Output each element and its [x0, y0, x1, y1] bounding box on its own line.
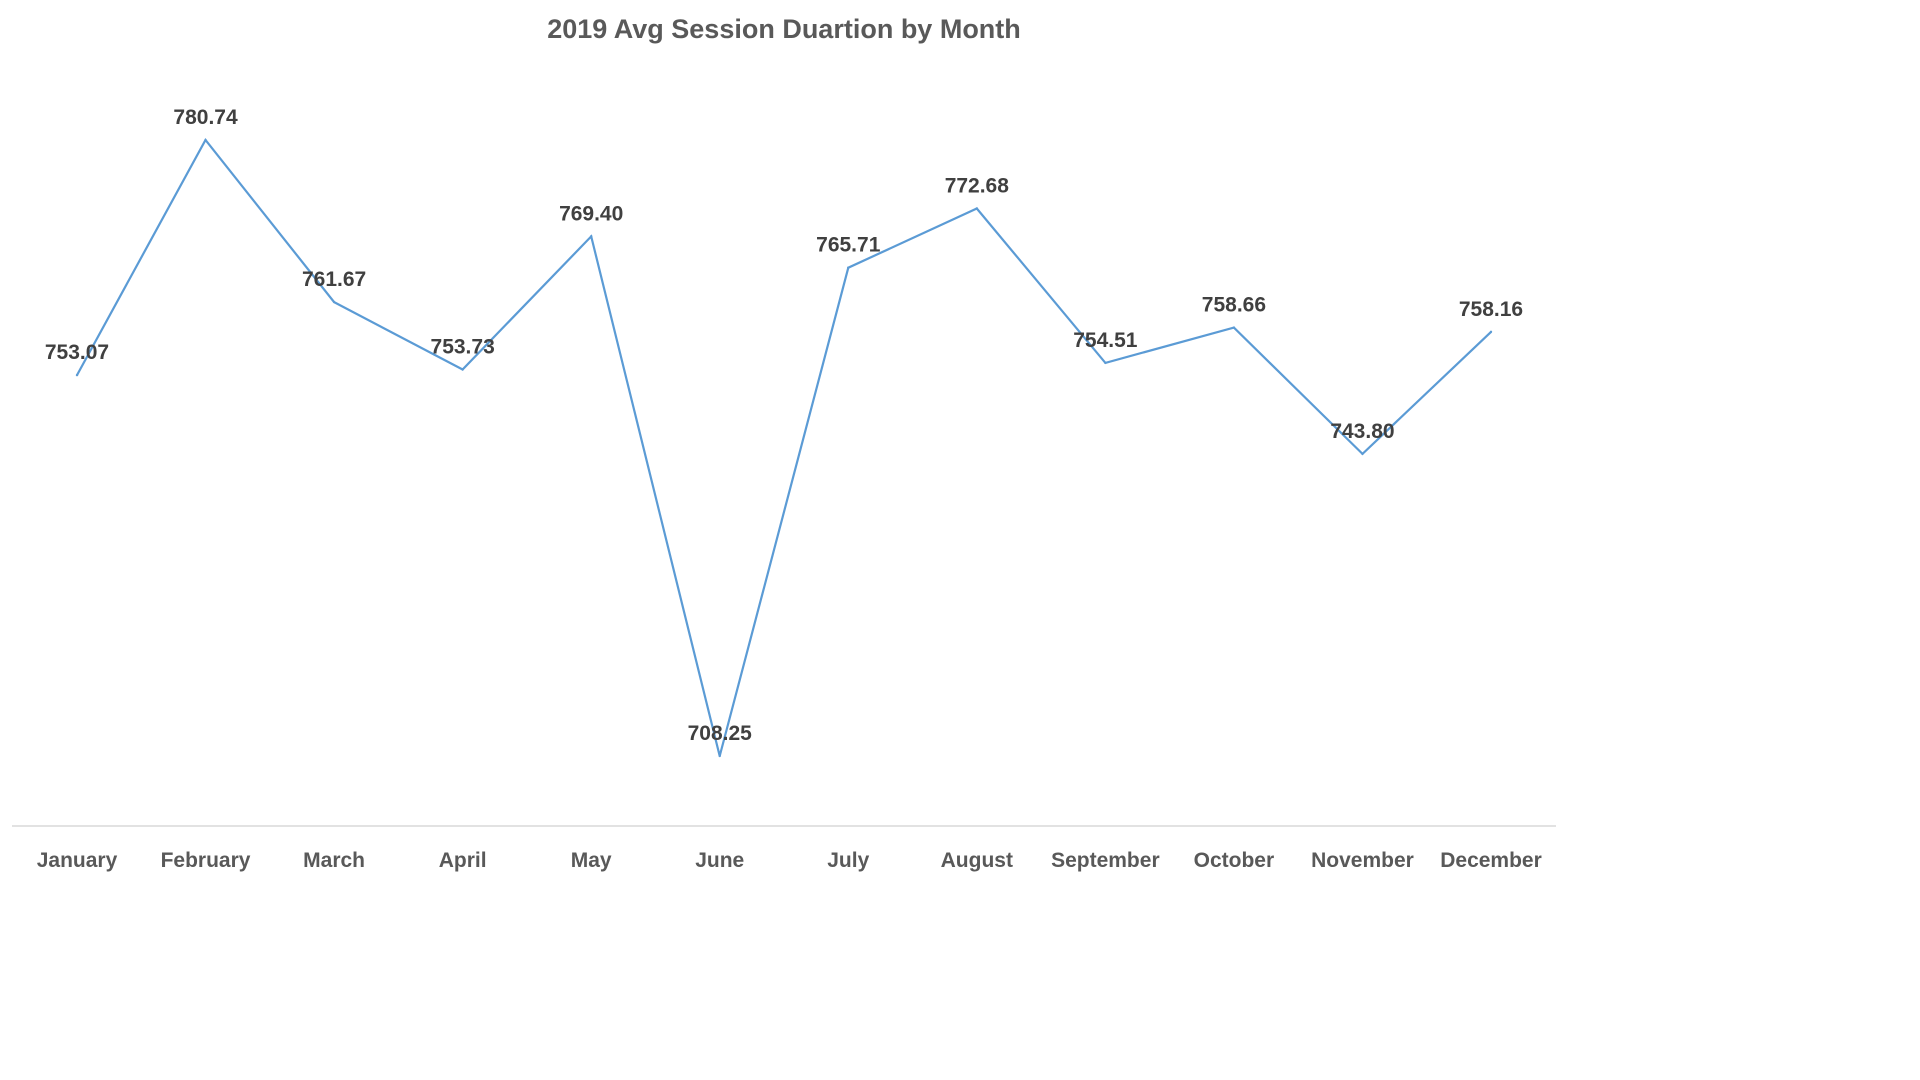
- x-tick-label-july: July: [827, 849, 869, 872]
- data-label-may: 769.40: [559, 202, 623, 225]
- x-tick-label-june: June: [695, 849, 744, 872]
- data-label-july: 765.71: [816, 234, 881, 257]
- data-point-october: [1232, 326, 1236, 329]
- x-tick-label-november: November: [1311, 849, 1414, 872]
- data-point-may: [589, 235, 593, 238]
- chart-canvas: 2019 Avg Session Duartion by Month 753.0…: [12, 14, 1556, 872]
- data-point-march: [332, 300, 336, 304]
- x-tick-label-march: March: [303, 849, 365, 872]
- data-label-march: 761.67: [302, 268, 366, 291]
- data-label-june: 708.25: [688, 722, 753, 745]
- data-label-january: 753.07: [45, 341, 109, 364]
- x-tick-label-december: December: [1440, 849, 1542, 872]
- data-point-december: [1489, 330, 1493, 334]
- x-tick-label-may: May: [571, 849, 612, 872]
- x-tick-label-april: April: [439, 849, 487, 872]
- chart-title: 2019 Avg Session Duartion by Month: [547, 14, 1021, 44]
- data-point-january: [75, 373, 79, 377]
- data-label-october: 758.66: [1202, 294, 1266, 317]
- line-chart: 2019 Avg Session Duartion by Month 753.0…: [12, 14, 1556, 872]
- data-label-december: 758.16: [1459, 298, 1523, 321]
- data-point-july: [847, 266, 850, 269]
- data-label-november: 743.80: [1330, 420, 1394, 443]
- data-label-september: 754.51: [1073, 329, 1138, 352]
- data-label-february: 780.74: [173, 106, 238, 129]
- x-tick-label-august: August: [941, 849, 1013, 872]
- data-point-november: [1361, 452, 1364, 456]
- series-line: [76, 138, 1492, 757]
- data-point-february: [204, 138, 207, 142]
- data-point-april: [461, 368, 464, 371]
- data-label-august: 772.68: [945, 174, 1010, 197]
- x-tick-label-january: January: [37, 849, 118, 872]
- data-label-layer: 753.07 780.74 761.67 753.73 769.40 708.25 765.…: [45, 106, 1523, 745]
- x-tick-label-september: September: [1051, 849, 1160, 872]
- data-label-april: 753.73: [431, 336, 495, 359]
- x-tick-label-february: February: [161, 849, 251, 872]
- data-point-september: [1104, 361, 1107, 365]
- series-layer: [75, 138, 1493, 758]
- data-point-august: [975, 207, 979, 210]
- x-tick-label-october: October: [1194, 849, 1275, 872]
- data-point-june: [718, 754, 721, 758]
- x-tick-layer: January February March April May June July Augu…: [37, 849, 1542, 872]
